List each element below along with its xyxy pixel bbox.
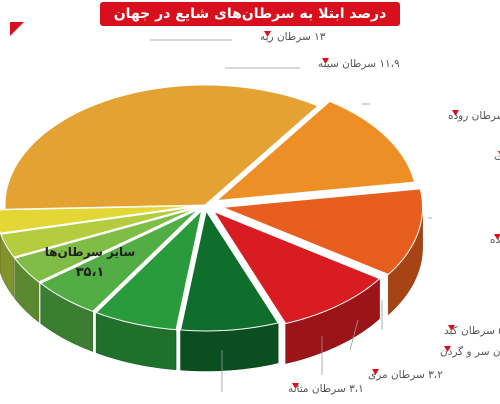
chart-title: درصد ابتلا به سرطان‌های شایع در جهان xyxy=(113,6,387,22)
slice-7-label: ۵،۶ سرطان کبد xyxy=(444,325,500,337)
slice-8-marker xyxy=(444,346,451,352)
slice-2-marker xyxy=(264,31,271,37)
slice-7-marker xyxy=(448,325,455,331)
slice-10 xyxy=(0,205,196,234)
slice-5-label: ۷،۹ سرطان پروستات xyxy=(494,151,500,163)
pie-depth xyxy=(0,205,423,372)
pie-slices xyxy=(0,84,424,332)
leader-lines xyxy=(150,31,500,392)
slice-7 xyxy=(39,209,199,312)
slice-4 xyxy=(212,210,381,325)
slice-1 xyxy=(4,84,319,210)
title-bar: درصد ابتلا به سرطان‌های شایع در جهان xyxy=(100,2,400,26)
slice-6-label: ۶،۸ سرطان معده xyxy=(490,234,500,246)
slice-9 xyxy=(0,206,196,258)
slice-6-marker xyxy=(494,234,500,240)
slice-9-marker xyxy=(372,369,379,375)
slice-label-others: سایر سرطان‌ها xyxy=(45,245,136,259)
slice-9-label: ۳،۲ سرطان مری xyxy=(368,369,443,381)
slice-4-label: ۹،۷ سرطان روده xyxy=(448,110,500,122)
slice-2-label: ۱۳ سرطان ریه xyxy=(260,31,326,43)
slice-labels: سایر سرطان‌ها ۳۵،۱ ۱۳ سرطان ریه ۱۱،۹ سرطان … xyxy=(45,31,500,395)
slice-5 xyxy=(179,209,279,332)
slice-3-label: ۱۱،۹ سرطان سینه xyxy=(318,58,400,70)
slice-6 xyxy=(95,209,203,331)
slice-4-marker xyxy=(452,110,459,116)
corner-decoration xyxy=(10,22,24,36)
slice-10-marker xyxy=(292,383,299,389)
slice-10-label: ۳،۱ سرطان مثانه xyxy=(288,383,364,395)
slice-8-label: ۳،۷ سرطان سر و گردن xyxy=(440,345,500,358)
slice-3 xyxy=(222,188,424,276)
slice-2 xyxy=(215,100,416,202)
slice-8-leader xyxy=(349,319,359,351)
slice-8 xyxy=(13,207,197,283)
slice-3-marker xyxy=(322,58,329,64)
slice-value-others: ۳۵،۱ xyxy=(76,265,105,280)
